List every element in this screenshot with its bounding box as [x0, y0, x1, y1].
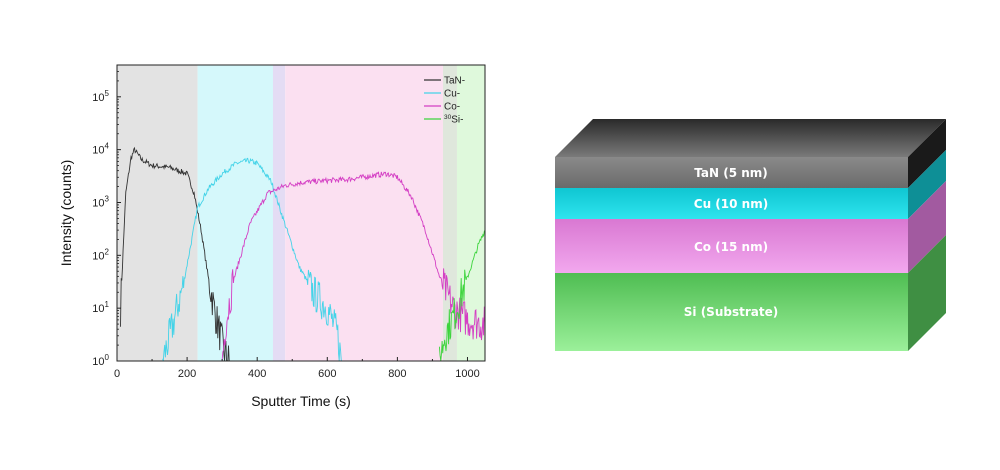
stack-label-tan: TaN (5 nm)	[694, 166, 768, 180]
y-axis-label: Intensity (counts)	[58, 160, 74, 267]
region-band-3	[285, 65, 443, 361]
stack-side-si	[908, 235, 946, 351]
stack-side-cu	[908, 150, 946, 219]
y-tick-label-4: 104	[92, 142, 109, 157]
x-tick-label-0: 0	[114, 368, 120, 380]
region-bands	[117, 65, 485, 361]
x-axis: 0 200 400 600 800 1000	[114, 357, 480, 380]
layer-stack-diagram: TaN (5 nm) Cu (10 nm) Co (15 nm) Si (Sub…	[555, 119, 946, 351]
y-axis: 100 101 102 103 104 105	[92, 64, 121, 368]
region-band-0	[117, 65, 198, 361]
series-line-0	[120, 146, 230, 361]
stack-label-si: Si (Substrate)	[684, 305, 778, 319]
stack-label-co: Co (15 nm)	[694, 240, 768, 254]
x-axis-label: Sputter Time (s)	[251, 393, 351, 409]
x-tick-label-2: 400	[248, 368, 266, 380]
region-band-5	[456, 65, 485, 361]
x-tick-label-3: 600	[318, 368, 336, 380]
x-tick-label-5: 1000	[455, 368, 479, 380]
series-line-2	[221, 171, 485, 361]
stack-side-tan	[908, 119, 946, 188]
region-band-2	[272, 65, 286, 361]
legend: TaN- Cu- Co-30Si-	[424, 76, 465, 126]
series-lines	[120, 146, 485, 361]
series-line-3	[438, 229, 485, 361]
depth-profile-chart: 0 200 400 600 800 1000 100 101 102 103 104 105 Spu…	[58, 64, 486, 409]
legend-label-3: 30Si-	[444, 114, 463, 126]
y-tick-label-2: 102	[92, 247, 109, 262]
plot-frame	[116, 64, 486, 362]
y-tick-label-0: 100	[92, 353, 109, 368]
stack-layer-cu	[555, 188, 908, 219]
legend-label-2: Co-	[444, 102, 460, 113]
stack-layer-si	[555, 273, 908, 351]
x-tick-label-4: 800	[388, 368, 406, 380]
y-tick-label-3: 103	[92, 194, 109, 209]
legend-label-1: Cu-	[444, 89, 460, 100]
y-tick-label-5: 105	[92, 89, 109, 104]
legend-label-0: TaN-	[444, 76, 465, 87]
x-tick-label-1: 200	[178, 368, 196, 380]
stack-label-cu: Cu (10 nm)	[694, 197, 768, 211]
series-line-1	[162, 157, 342, 361]
stack-side-co	[908, 181, 946, 273]
y-tick-label-1: 101	[92, 300, 109, 315]
region-band-1	[197, 65, 273, 361]
stack-top-face	[555, 119, 946, 157]
stack-layer-co	[555, 219, 908, 273]
stack-layer-tan	[555, 157, 908, 188]
